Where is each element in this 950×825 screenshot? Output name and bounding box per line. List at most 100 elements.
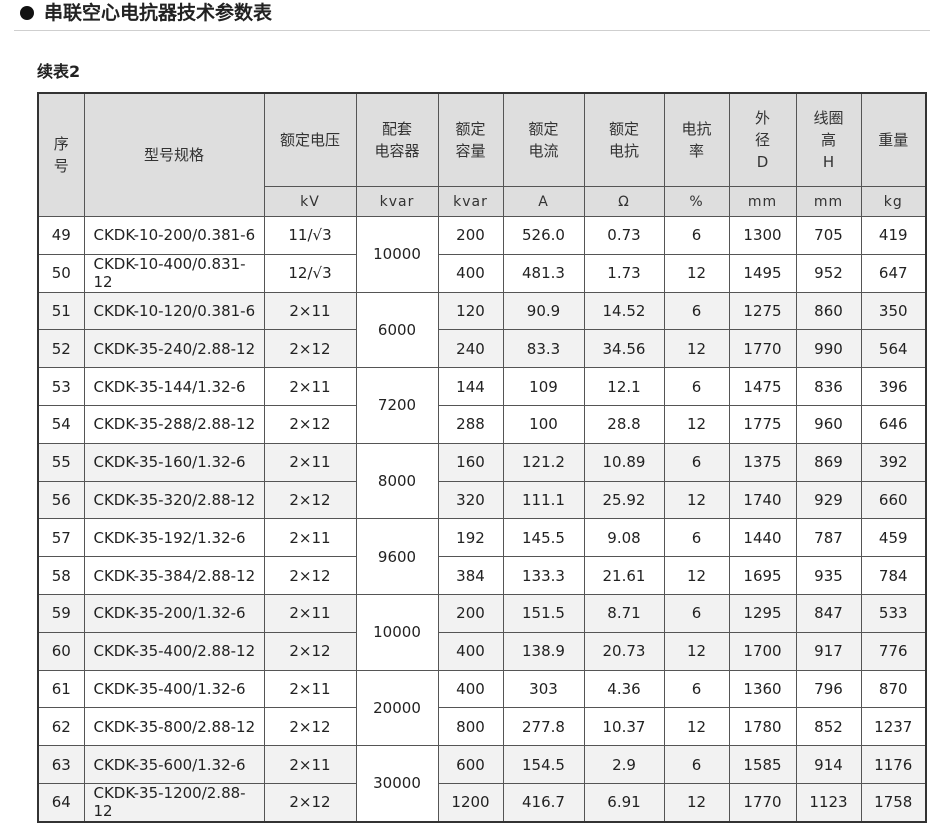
data-cell: 384 (437, 556, 504, 595)
data-cell: 34.56 (583, 329, 665, 369)
data-cell: 1700 (728, 631, 797, 671)
unit-cell: kV (263, 186, 357, 217)
data-cell: 787 (795, 518, 862, 558)
data-cell: 64 (37, 782, 85, 823)
model-cell: CKDK-10-120/0.381-6 (83, 291, 265, 331)
data-cell: 990 (795, 329, 862, 369)
data-cell: 2×12 (263, 707, 357, 747)
capacitor-cell: 20000 (355, 669, 439, 747)
data-row: 61 CKDK-35-400/1.32-6 2×11 20000 400 303 4.36 6… (37, 669, 927, 747)
data-cell: 2×12 (263, 404, 357, 444)
data-cell: 49 (37, 216, 85, 255)
data-cell: 869 (795, 442, 862, 482)
data-cell: 20.73 (583, 631, 665, 671)
capacitor-cell: 6000 (355, 291, 439, 369)
data-cell: 10.37 (583, 707, 665, 747)
data-cell: 564 (860, 329, 927, 369)
data-cell: 240 (437, 329, 504, 369)
data-cell: 533 (860, 593, 927, 633)
data-cell: 1758 (860, 782, 927, 823)
data-cell: 400 (437, 631, 504, 671)
data-cell: 12 (663, 782, 730, 823)
data-cell: 51 (37, 291, 85, 331)
data-cell: 62 (37, 707, 85, 747)
data-cell: 12 (663, 329, 730, 369)
data-cell: 646 (860, 404, 927, 444)
data-cell: 2×12 (263, 631, 357, 671)
data-cell: 320 (437, 480, 504, 520)
data-row: 49 CKDK-10-200/0.381-6 11/√3 10000 200 526.0 0… (37, 216, 927, 293)
data-row: 57 CKDK-35-192/1.32-6 2×11 9600 192 145.5 9.08… (37, 518, 927, 595)
data-row: 54 CKDK-35-288/2.88-12 2×12 288 100 28.8 12 177… (37, 404, 927, 444)
data-cell: 776 (860, 631, 927, 671)
capacitor-cell: 7200 (355, 367, 439, 444)
model-cell: CKDK-35-1200/2.88-12 (83, 782, 265, 823)
data-cell: 1770 (728, 329, 797, 369)
data-cell: 4.36 (583, 669, 665, 709)
data-cell: 2×11 (263, 593, 357, 633)
data-cell: 2×11 (263, 367, 357, 406)
data-cell: 54 (37, 404, 85, 444)
model-cell: CKDK-35-400/1.32-6 (83, 669, 265, 709)
capacitor-cell: 8000 (355, 442, 439, 520)
data-row: 60 CKDK-35-400/2.88-12 2×12 400 138.9 20.73 12… (37, 631, 927, 671)
data-cell: 90.9 (502, 291, 585, 331)
data-cell: 145.5 (502, 518, 585, 558)
data-cell: 1176 (860, 745, 927, 784)
capacitor-cell: 30000 (355, 745, 439, 823)
data-cell: 8.71 (583, 593, 665, 633)
data-cell: 83.3 (502, 329, 585, 369)
data-cell: 2×11 (263, 745, 357, 784)
data-cell: 21.61 (583, 556, 665, 595)
data-cell: 138.9 (502, 631, 585, 671)
data-cell: 600 (437, 745, 504, 784)
data-row: 64 CKDK-35-1200/2.88-12 2×12 1200 416.7 6.91 1… (37, 782, 927, 823)
data-cell: 11/√3 (263, 216, 357, 255)
data-row: 63 CKDK-35-600/1.32-6 2×11 30000 600 154.5 2.9… (37, 745, 927, 823)
data-cell: 526.0 (502, 216, 585, 255)
data-cell: 303 (502, 669, 585, 709)
data-cell: 1475 (728, 367, 797, 406)
data-cell: 6 (663, 367, 730, 406)
data-cell: 60 (37, 631, 85, 671)
data-cell: 154.5 (502, 745, 585, 784)
data-cell: 6 (663, 442, 730, 482)
model-cell: CKDK-10-400/0.831-12 (83, 253, 265, 293)
data-cell: 53 (37, 367, 85, 406)
data-cell: 2×12 (263, 556, 357, 595)
title: 串联空心电抗器技术参数表 (44, 2, 273, 24)
data-cell: 120 (437, 291, 504, 331)
column-header: 额定 电抗 (583, 92, 665, 187)
data-row: 59 CKDK-35-200/1.32-6 2×11 10000 200 151.5 8.7… (37, 593, 927, 671)
data-cell: 0.73 (583, 216, 665, 255)
model-cell: CKDK-35-400/2.88-12 (83, 631, 265, 671)
column-header: 重量 (860, 92, 927, 187)
data-cell: 1585 (728, 745, 797, 784)
data-cell: 960 (795, 404, 862, 444)
data-cell: 796 (795, 669, 862, 709)
data-cell: 917 (795, 631, 862, 671)
data-cell: 1295 (728, 593, 797, 633)
data-cell: 133.3 (502, 556, 585, 595)
header-line: 高 (820, 131, 836, 149)
unit-cell: Ω (583, 186, 665, 217)
title-bullet (20, 6, 34, 20)
data-cell: 50 (37, 253, 85, 293)
data-cell: 1440 (728, 518, 797, 558)
data-cell: 109 (502, 367, 585, 406)
data-cell: 12 (663, 707, 730, 747)
unit-cell: % (663, 186, 730, 217)
data-cell: 192 (437, 518, 504, 558)
data-row: 56 CKDK-35-320/2.88-12 2×12 320 111.1 25.92 12… (37, 480, 927, 520)
capacitor-cell: 10000 (355, 216, 439, 293)
data-row: 55 CKDK-35-160/1.32-6 2×11 8000 160 121.2 10.8… (37, 442, 927, 520)
data-cell: 1375 (728, 442, 797, 482)
model-cell: CKDK-35-384/2.88-12 (83, 556, 265, 595)
data-cell: 12 (663, 404, 730, 444)
data-cell: 6.91 (583, 782, 665, 823)
data-cell: 1237 (860, 707, 927, 747)
data-cell: 1695 (728, 556, 797, 595)
data-cell: 847 (795, 593, 862, 633)
data-cell: 12 (663, 253, 730, 293)
data-cell: 59 (37, 593, 85, 633)
